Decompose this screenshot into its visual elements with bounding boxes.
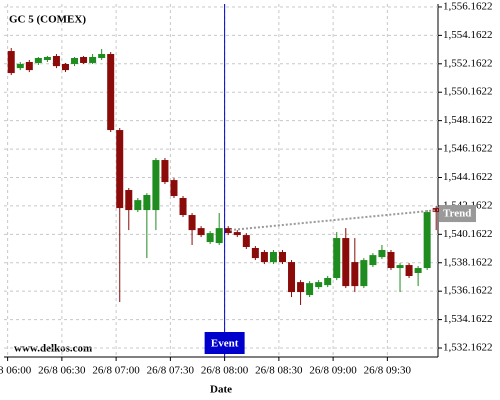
y-tick-label: 1,534.1622	[443, 313, 493, 325]
trend-label-box	[439, 205, 476, 223]
candle-body	[396, 265, 404, 269]
candle-body	[16, 63, 24, 69]
candle-body	[89, 57, 97, 63]
candle-body	[134, 200, 142, 211]
candle-body	[43, 57, 51, 60]
event-label: Event	[211, 338, 239, 350]
trend-line	[229, 209, 439, 232]
y-tick-label: 1,540.1622	[443, 228, 493, 240]
y-tick-label: 1,550.1622	[443, 86, 493, 98]
candle-body	[414, 268, 422, 274]
x-axis-label: Date	[210, 384, 232, 396]
candle-body	[224, 228, 232, 234]
candle-body	[432, 208, 440, 213]
candle-body	[351, 262, 359, 287]
y-tick-label: 1,548.1622	[443, 114, 493, 126]
candle-body	[315, 282, 323, 288]
candle-body	[107, 54, 115, 131]
candle-body	[188, 215, 196, 231]
x-tick-label: 26/8 08:00	[201, 365, 249, 377]
candle-body	[80, 57, 88, 63]
candle-body	[251, 248, 259, 259]
candle-body	[405, 265, 413, 276]
y-tick-label: 1,546.1622	[443, 143, 493, 155]
trend-label: Trend	[443, 208, 471, 220]
candle-body	[269, 251, 277, 263]
candle-body	[71, 58, 79, 64]
y-tick-label: 1,544.1622	[443, 171, 493, 183]
candle-body	[288, 262, 296, 293]
x-tick-label: 26/8 09:30	[364, 365, 412, 377]
candle-body	[161, 160, 169, 183]
candle-body	[260, 251, 268, 263]
candle-body	[125, 190, 133, 211]
candle-body	[179, 197, 187, 216]
candle-body	[233, 232, 241, 236]
x-tick-label: 26/8 08:30	[255, 365, 303, 377]
x-tick-label: 26/8 07:30	[147, 365, 195, 377]
candle-body	[278, 251, 286, 263]
candle-body	[369, 255, 377, 266]
x-tick-label: 26/8 06:30	[38, 365, 86, 377]
candle-body	[333, 238, 341, 278]
x-tick-label: 26/8 07:00	[92, 365, 140, 377]
candle-body	[152, 160, 160, 211]
watermark: www.delkos.com	[14, 343, 92, 355]
candle-body	[297, 282, 305, 293]
x-tick-label: 26/8 09:00	[309, 365, 357, 377]
y-tick-label: 1,532.1622	[443, 342, 493, 354]
candle-body	[423, 212, 431, 269]
candle-body	[306, 283, 314, 296]
candle-body	[116, 130, 124, 209]
chart-title: GC 5 (COMEX)	[9, 14, 86, 26]
candle-body	[98, 54, 106, 59]
candle-body	[25, 61, 33, 71]
x-tick-label: 26/8 06:00	[0, 365, 32, 377]
candle-body	[197, 228, 205, 236]
y-tick-label: 1,538.1622	[443, 256, 493, 268]
candle-body	[52, 56, 60, 67]
candle-body	[324, 277, 332, 286]
candle-body	[215, 228, 223, 244]
candle-body	[7, 51, 15, 74]
candle-body	[34, 58, 42, 63]
y-tick-label: 1,556.1622	[443, 0, 493, 12]
event-label-box	[204, 332, 245, 354]
candle-body	[61, 63, 69, 71]
candle-body	[170, 180, 178, 196]
candle-body	[387, 251, 395, 269]
candle-body	[242, 235, 250, 248]
candle-body	[143, 194, 151, 211]
candle-body	[378, 249, 386, 258]
candle-body	[342, 238, 350, 287]
candle-body	[206, 233, 214, 243]
y-tick-label: 1,552.1622	[443, 57, 493, 69]
y-tick-label: 1,536.1622	[443, 285, 493, 297]
candle-body	[360, 260, 368, 287]
y-tick-label: 1,554.1622	[443, 29, 493, 41]
